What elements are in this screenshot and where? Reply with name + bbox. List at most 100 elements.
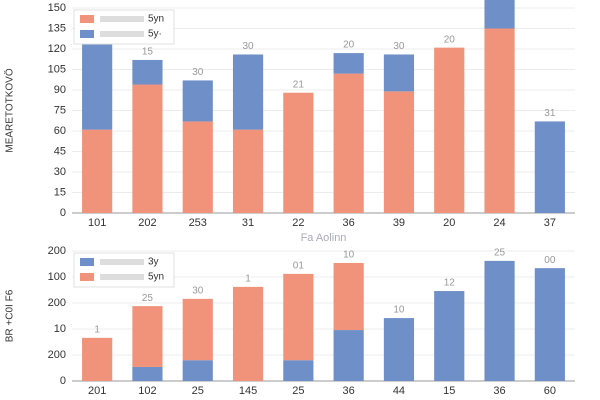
bar-segment <box>232 129 264 213</box>
bar-segment <box>232 54 264 130</box>
legend-label: 5yn <box>148 272 164 283</box>
bar-segment <box>283 273 314 361</box>
y-tick-label: 60 <box>54 125 66 137</box>
x-tick-label: 101 <box>88 217 106 229</box>
x-tick-label: 60 <box>544 385 556 397</box>
y-axis-label: MEARETOTKOVÖ <box>4 68 16 152</box>
bar-segment <box>82 337 113 381</box>
bar-segment <box>182 80 213 122</box>
legend-label: 5yn <box>148 14 164 25</box>
y-tick-label: 90 <box>54 84 66 96</box>
legend-swatch <box>80 258 94 266</box>
bar-label: 25 <box>494 248 506 259</box>
bar-label: 10 <box>393 305 405 316</box>
x-tick-label: 22 <box>292 217 304 229</box>
legend-swatch <box>80 30 94 38</box>
x-tick-label: 36 <box>343 217 355 229</box>
y-tick-label: 0 <box>60 207 66 219</box>
x-tick-label: 31 <box>242 217 254 229</box>
x-tick-label: 36 <box>343 385 355 397</box>
bar-segment <box>132 84 163 214</box>
x-tick-label: 25 <box>292 385 304 397</box>
bar-segment <box>333 73 364 213</box>
bar-label: 12 <box>444 278 456 289</box>
y-tick-label: 200 <box>48 245 66 257</box>
x-tick-label: 25 <box>192 385 204 397</box>
bar-segment <box>132 306 163 367</box>
bar-segment <box>132 59 163 85</box>
bar-label: 01 <box>293 261 305 272</box>
x-tick-label: 24 <box>493 217 505 229</box>
bar-label: 30 <box>192 67 204 78</box>
bar-segment <box>484 0 515 29</box>
y-tick-label: 105 <box>48 63 66 75</box>
x-tick-label: 145 <box>239 385 257 397</box>
x-tick-label: 102 <box>138 385 156 397</box>
bar-segment <box>484 28 515 213</box>
bar-label: 30 <box>242 41 254 52</box>
y-tick-label: 100 <box>48 271 66 283</box>
y-tick-label: 120 <box>48 43 66 55</box>
y-tick-label: 10 <box>54 323 66 335</box>
y-tick-label: 150 <box>48 2 66 14</box>
x-tick-label: 39 <box>393 217 405 229</box>
bar-label: 00 <box>544 255 556 266</box>
bar-segment <box>383 91 415 213</box>
bar-label: 1 <box>94 324 100 335</box>
bar-segment <box>283 360 314 381</box>
legend-swatch <box>80 15 94 23</box>
bar-label: 21 <box>293 79 305 90</box>
bar-label: 25 <box>142 293 154 304</box>
bar-label: 30 <box>192 285 204 296</box>
x-tick-label: 15 <box>443 385 455 397</box>
bar-segment <box>182 360 213 381</box>
bar-segment <box>132 366 163 381</box>
bar-label: 1 <box>245 274 251 285</box>
bar-segment <box>333 53 364 74</box>
bar-segment <box>182 121 213 213</box>
x-tick-label: 202 <box>138 217 156 229</box>
bar-segment <box>283 92 314 213</box>
bar-label: 31 <box>544 108 556 119</box>
legend-label: 3y <box>148 257 159 268</box>
bar-label: 20 <box>444 34 456 45</box>
x-tick-label: 253 <box>189 217 207 229</box>
bar-label: 10 <box>343 250 355 261</box>
y-tick-label: 30 <box>54 166 66 178</box>
bar-segment <box>434 291 465 381</box>
x-tick-label: 20 <box>443 217 455 229</box>
bar-segment <box>232 286 264 381</box>
bar-segment <box>182 298 213 361</box>
legend-bar <box>100 16 144 22</box>
x-tick-label: 37 <box>544 217 556 229</box>
bar-segment <box>434 47 465 214</box>
legend-bar <box>100 31 144 37</box>
legend-swatch <box>80 273 94 281</box>
bar-segment <box>333 330 364 381</box>
x-tick-label: 36 <box>493 385 505 397</box>
legend-label: 5y· <box>148 29 162 40</box>
legend-bar <box>100 259 144 265</box>
bar-segment <box>484 260 515 381</box>
bar-label: 15 <box>142 47 154 58</box>
bar-segment <box>383 54 415 92</box>
x-tick-label: 44 <box>393 385 405 397</box>
legend-bar <box>100 274 144 280</box>
bar-label: 20 <box>343 40 355 51</box>
y-tick-label: 45 <box>54 145 66 157</box>
y-axis-label: BR +C0I F6 <box>5 289 16 342</box>
bar-segment <box>383 318 415 381</box>
y-tick-label: 0 <box>60 375 66 387</box>
y-tick-label: 15 <box>54 186 66 198</box>
y-tick-label: 75 <box>54 104 66 116</box>
bar-label: 30 <box>393 41 405 52</box>
bar-segment <box>82 43 113 130</box>
x-tick-label: 201 <box>88 385 106 397</box>
bar-segment <box>333 262 364 331</box>
y-tick-label: 200 <box>48 349 66 361</box>
bar-segment <box>534 121 565 213</box>
y-tick-label: 135 <box>48 22 66 34</box>
bar-segment <box>82 129 113 213</box>
x-axis-label: Fa Aolinn <box>301 232 347 244</box>
